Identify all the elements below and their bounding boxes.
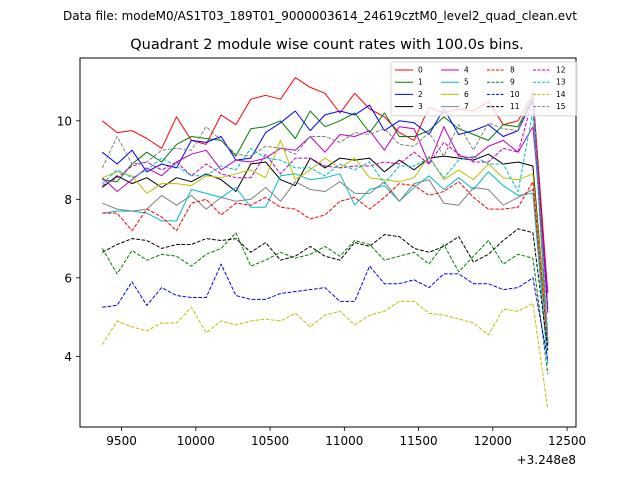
x-tick-label: 10000 <box>177 434 215 448</box>
legend-label-5: 5 <box>464 78 469 87</box>
series-layer <box>101 77 549 410</box>
series-line-4 <box>101 126 549 292</box>
legend-label-0: 0 <box>418 66 423 75</box>
series-line-5 <box>102 171 549 365</box>
axes-background <box>80 58 576 427</box>
x-tick-label: 11500 <box>399 434 437 448</box>
series-line-7 <box>102 179 549 347</box>
x-tick-label: 12500 <box>548 434 586 448</box>
legend-label-10: 10 <box>510 90 520 99</box>
legend-label-2: 2 <box>418 90 423 99</box>
legend-label-4: 4 <box>464 66 469 75</box>
legend-label-9: 9 <box>510 78 515 87</box>
series-line-3 <box>101 153 549 341</box>
x-tick-label: 10500 <box>251 434 289 448</box>
legend-label-7: 7 <box>464 102 469 111</box>
x-tick-label: 9500 <box>106 434 137 448</box>
legend-label-8: 8 <box>510 66 515 75</box>
x-tick-label: 12000 <box>474 434 512 448</box>
series-line-9 <box>101 232 549 375</box>
legend-label-14: 14 <box>556 90 566 99</box>
legend-label-12: 12 <box>556 66 566 75</box>
x-offset-label: +3.248e8 <box>517 453 576 467</box>
x-axis: 9500 10000 10500 11000 11500 12000 12500 <box>106 427 586 448</box>
x-tick-label: 11000 <box>325 434 363 448</box>
axes-frame <box>79 57 577 428</box>
legend-label-11: 11 <box>510 102 520 111</box>
y-tick-label: 8 <box>64 193 72 207</box>
legend-label-13: 13 <box>556 78 566 87</box>
series-line-13 <box>101 110 549 343</box>
chart-title: Quadrant 2 module wise count rates with … <box>130 37 524 53</box>
series-line-2 <box>101 98 549 310</box>
legend-label-15: 15 <box>556 102 566 111</box>
series-line-15 <box>101 90 549 335</box>
legend-frame <box>390 61 578 117</box>
legend-label-6: 6 <box>464 90 469 99</box>
series-line-12 <box>102 98 549 314</box>
series-line-11 <box>102 228 549 351</box>
chart-suptitle: Data file: modeM0/AS1T03_189T01_90000036… <box>63 9 577 23</box>
y-tick-label: 4 <box>64 350 72 364</box>
plot-area <box>79 57 577 428</box>
series-line-14 <box>101 300 549 410</box>
y-tick-label: 10 <box>57 114 72 128</box>
y-axis: 4 6 8 10 <box>57 114 80 364</box>
legend-label-1: 1 <box>418 78 423 87</box>
series-line-10 <box>102 263 549 361</box>
legend-label-3: 3 <box>418 102 423 111</box>
series-line-6 <box>102 139 549 339</box>
y-tick-label: 6 <box>64 271 72 285</box>
series-line-1 <box>102 96 549 345</box>
series-line-8 <box>102 181 549 345</box>
